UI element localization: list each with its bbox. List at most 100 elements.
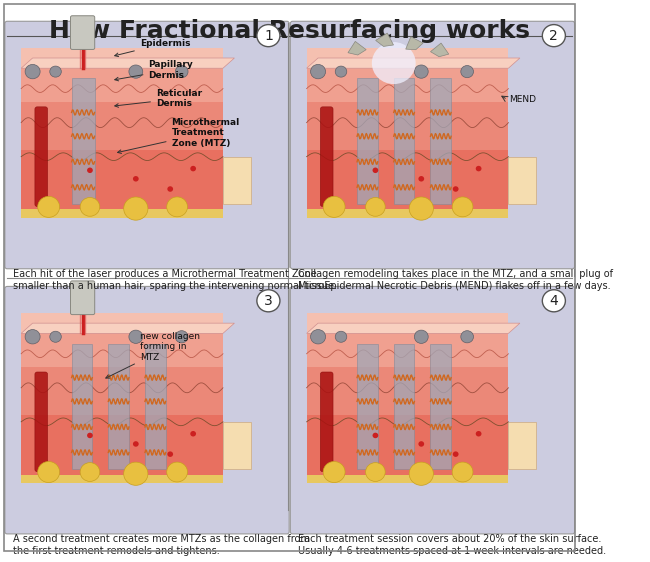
Circle shape — [167, 451, 173, 457]
Circle shape — [129, 330, 143, 343]
Circle shape — [452, 197, 473, 217]
Polygon shape — [348, 42, 366, 55]
Circle shape — [476, 431, 482, 437]
Text: 4: 4 — [549, 294, 558, 308]
FancyBboxPatch shape — [291, 21, 575, 269]
Circle shape — [542, 290, 566, 312]
Bar — [109, 343, 129, 469]
Bar — [307, 102, 508, 150]
Circle shape — [311, 329, 326, 344]
Circle shape — [335, 331, 346, 342]
Bar — [508, 157, 536, 205]
Bar — [394, 343, 415, 469]
Circle shape — [461, 66, 473, 78]
Bar — [357, 79, 378, 205]
Circle shape — [133, 441, 138, 447]
Text: Reticular
Dermis: Reticular Dermis — [115, 89, 202, 108]
Bar — [357, 343, 378, 469]
Polygon shape — [21, 58, 235, 68]
Text: 1: 1 — [264, 29, 273, 43]
Circle shape — [419, 441, 424, 447]
Text: Epidermis: Epidermis — [114, 39, 190, 57]
Bar — [307, 474, 508, 483]
Circle shape — [166, 197, 187, 217]
Circle shape — [372, 433, 378, 438]
Bar — [430, 343, 451, 469]
Circle shape — [452, 462, 473, 482]
Circle shape — [414, 65, 428, 78]
Circle shape — [190, 431, 196, 437]
Bar — [223, 422, 251, 469]
Polygon shape — [406, 37, 423, 49]
Circle shape — [176, 330, 188, 343]
FancyBboxPatch shape — [5, 21, 289, 269]
Circle shape — [124, 197, 148, 220]
Bar — [21, 48, 223, 68]
Circle shape — [257, 290, 280, 312]
Bar — [145, 343, 166, 469]
Circle shape — [365, 463, 385, 482]
FancyBboxPatch shape — [70, 16, 95, 49]
Bar — [394, 79, 415, 205]
Polygon shape — [430, 43, 448, 57]
Circle shape — [80, 197, 99, 216]
Circle shape — [419, 176, 424, 182]
Circle shape — [476, 166, 482, 171]
FancyBboxPatch shape — [5, 287, 289, 534]
Circle shape — [453, 186, 458, 192]
Text: MEND: MEND — [509, 95, 536, 104]
Circle shape — [414, 330, 428, 343]
Circle shape — [335, 66, 346, 77]
FancyBboxPatch shape — [35, 372, 47, 472]
Circle shape — [542, 25, 566, 47]
Circle shape — [38, 196, 60, 217]
Circle shape — [190, 166, 196, 171]
Text: Papillary
Dermis: Papillary Dermis — [115, 60, 193, 81]
Bar — [430, 79, 451, 205]
FancyBboxPatch shape — [35, 107, 47, 206]
Bar — [307, 150, 508, 210]
Circle shape — [38, 461, 60, 483]
Text: Each treatment session covers about 20% of the skin surface.
Usually 4-6 treatme: Each treatment session covers about 20% … — [298, 534, 606, 556]
FancyBboxPatch shape — [320, 372, 333, 472]
Circle shape — [409, 462, 434, 486]
Circle shape — [25, 329, 40, 344]
Circle shape — [133, 176, 138, 182]
Polygon shape — [376, 33, 393, 47]
FancyBboxPatch shape — [320, 107, 333, 206]
Text: 3: 3 — [264, 294, 273, 308]
Circle shape — [87, 433, 93, 438]
Bar — [21, 150, 223, 210]
Bar — [307, 210, 508, 218]
Bar — [72, 79, 94, 205]
Circle shape — [323, 196, 345, 217]
Circle shape — [25, 65, 40, 79]
Bar — [307, 68, 508, 102]
Bar — [21, 474, 223, 483]
Text: new collagen
forming in
MTZ: new collagen forming in MTZ — [106, 332, 200, 378]
Circle shape — [372, 42, 415, 84]
Bar — [21, 333, 223, 368]
Bar — [307, 333, 508, 368]
FancyBboxPatch shape — [291, 287, 575, 534]
Polygon shape — [21, 323, 235, 333]
Circle shape — [50, 66, 61, 77]
Circle shape — [129, 65, 143, 78]
Text: Collagen remodeling takes place in the MTZ, and a small plug of
MicroEpidermal N: Collagen remodeling takes place in the M… — [298, 269, 613, 291]
Bar — [21, 68, 223, 102]
Circle shape — [176, 66, 188, 78]
Text: Microthermal
Treatment
Zone (MTZ): Microthermal Treatment Zone (MTZ) — [118, 118, 240, 153]
Circle shape — [87, 167, 93, 173]
Circle shape — [323, 461, 345, 483]
Bar — [21, 368, 223, 415]
Circle shape — [166, 462, 187, 482]
Bar — [307, 313, 508, 333]
Circle shape — [365, 197, 385, 216]
Text: How Fractional Resurfacing works: How Fractional Resurfacing works — [49, 19, 530, 43]
Bar — [21, 313, 223, 333]
Text: Each hit of the laser produces a Microthermal Treatment Zone
smaller than a huma: Each hit of the laser produces a Microth… — [13, 269, 337, 291]
Circle shape — [461, 330, 473, 343]
Bar — [223, 157, 251, 205]
Bar — [508, 422, 536, 469]
Circle shape — [311, 65, 326, 79]
